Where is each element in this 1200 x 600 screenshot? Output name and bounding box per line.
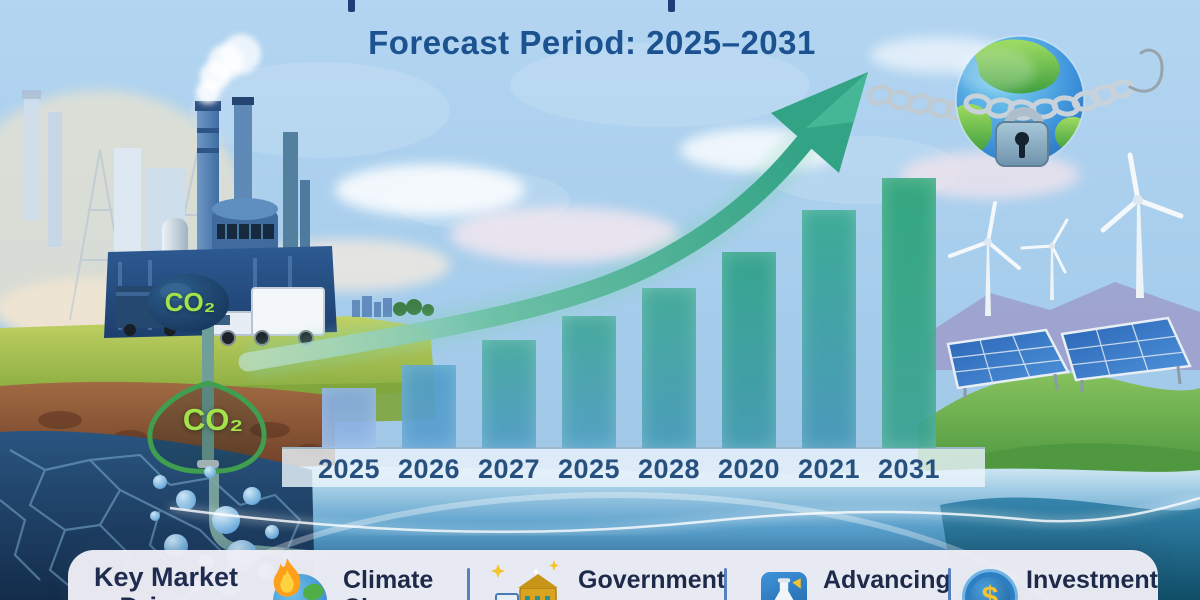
wind-turbine-1 <box>948 201 1021 316</box>
driver-item-government: Government <box>578 566 726 594</box>
panel-divider <box>948 568 951 600</box>
co2-label-underground: CO₂ <box>182 402 244 437</box>
co2-sphere <box>147 274 229 332</box>
smokestack-3 <box>283 132 298 272</box>
smoke-plume <box>196 34 261 104</box>
hazy-stack-1 <box>24 95 39 220</box>
wind-turbine-3 <box>1100 152 1184 298</box>
drivers-panel: Key Market Drivers Climate Change <box>68 550 1158 600</box>
panel-divider <box>724 568 727 600</box>
wave-highlight <box>169 492 1200 600</box>
wind-turbines <box>948 152 1184 316</box>
driver-item-technology: Advancing <box>823 566 951 594</box>
driver-item-climate: Climate Change <box>343 566 435 600</box>
growth-arrow <box>238 72 868 380</box>
fish-hook-icon <box>1128 48 1164 93</box>
cutoff-title-descender <box>668 0 675 12</box>
hazy-stack-2 <box>48 112 62 247</box>
panel-heading-line1: Key Market <box>93 562 239 592</box>
control-unit <box>212 198 278 254</box>
government-icon <box>491 560 559 600</box>
city-skyline <box>352 296 392 317</box>
investment-icon: $ <box>965 572 1015 600</box>
solar-array-2 <box>1060 316 1192 392</box>
chart-baseline-strip <box>282 447 985 487</box>
advancing-technology-icon <box>761 572 807 600</box>
wind-turbine-2 <box>1020 218 1069 300</box>
panel-divider <box>467 568 470 600</box>
dollar-glyph: $ <box>981 581 999 600</box>
forecast-period-subtitle: Forecast Period: 2025–2031 <box>368 24 816 61</box>
cutoff-title-descender <box>348 0 355 12</box>
panel-heading-line2: Drivers <box>68 592 264 600</box>
solar-panel-arrays <box>946 316 1192 398</box>
climate-change-icon <box>273 558 327 600</box>
flame-icon <box>273 558 301 597</box>
driver-item-investment: Investment <box>1026 566 1158 594</box>
solar-array-1 <box>946 328 1070 398</box>
panel-heading: Key Market Drivers <box>68 562 264 600</box>
padlock <box>995 107 1049 167</box>
chain <box>866 84 972 121</box>
co2-label-surface: CO₂ <box>164 287 216 317</box>
